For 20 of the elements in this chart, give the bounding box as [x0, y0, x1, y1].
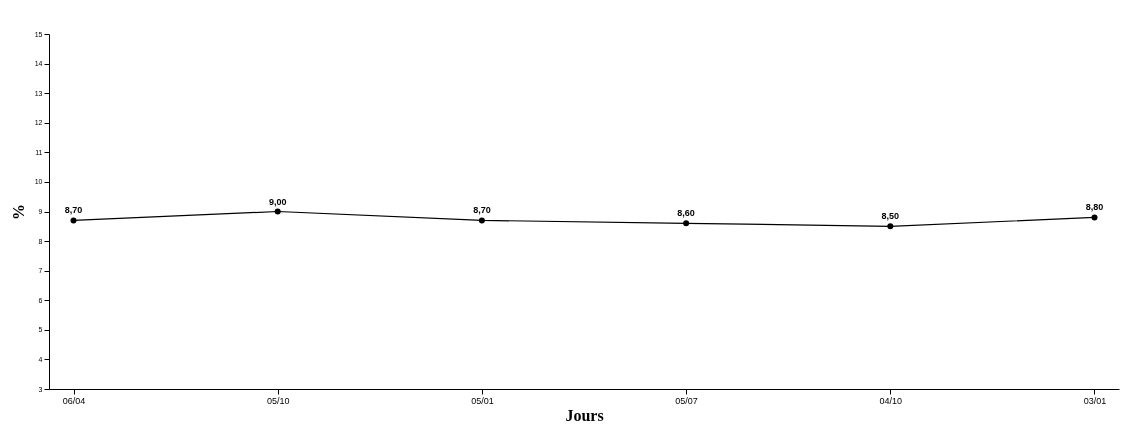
y-axis-title: %: [9, 204, 27, 220]
x-tick-label: 04/10: [879, 395, 903, 406]
data-label: 8,80: [1085, 202, 1104, 213]
x-tick-label: 05/10: [266, 395, 290, 406]
point: [70, 217, 77, 224]
point: [683, 220, 690, 227]
data-label: 8,60: [677, 208, 695, 219]
data-label: 8,70: [473, 205, 491, 216]
x-tick-label: 05/01: [471, 395, 494, 406]
point: [478, 217, 485, 224]
data-label: 9,00: [268, 196, 287, 207]
data-label: 8,70: [64, 205, 83, 216]
x-axis-title: Jours: [565, 406, 604, 424]
point: [1091, 214, 1098, 221]
data-label: 8,50: [881, 211, 900, 222]
x-tick-label: 03/01: [1083, 395, 1107, 406]
point: [887, 223, 894, 230]
x-tick-label: 06/04: [62, 395, 86, 406]
point: [274, 208, 281, 215]
x-tick-label: 05/07: [675, 395, 698, 406]
